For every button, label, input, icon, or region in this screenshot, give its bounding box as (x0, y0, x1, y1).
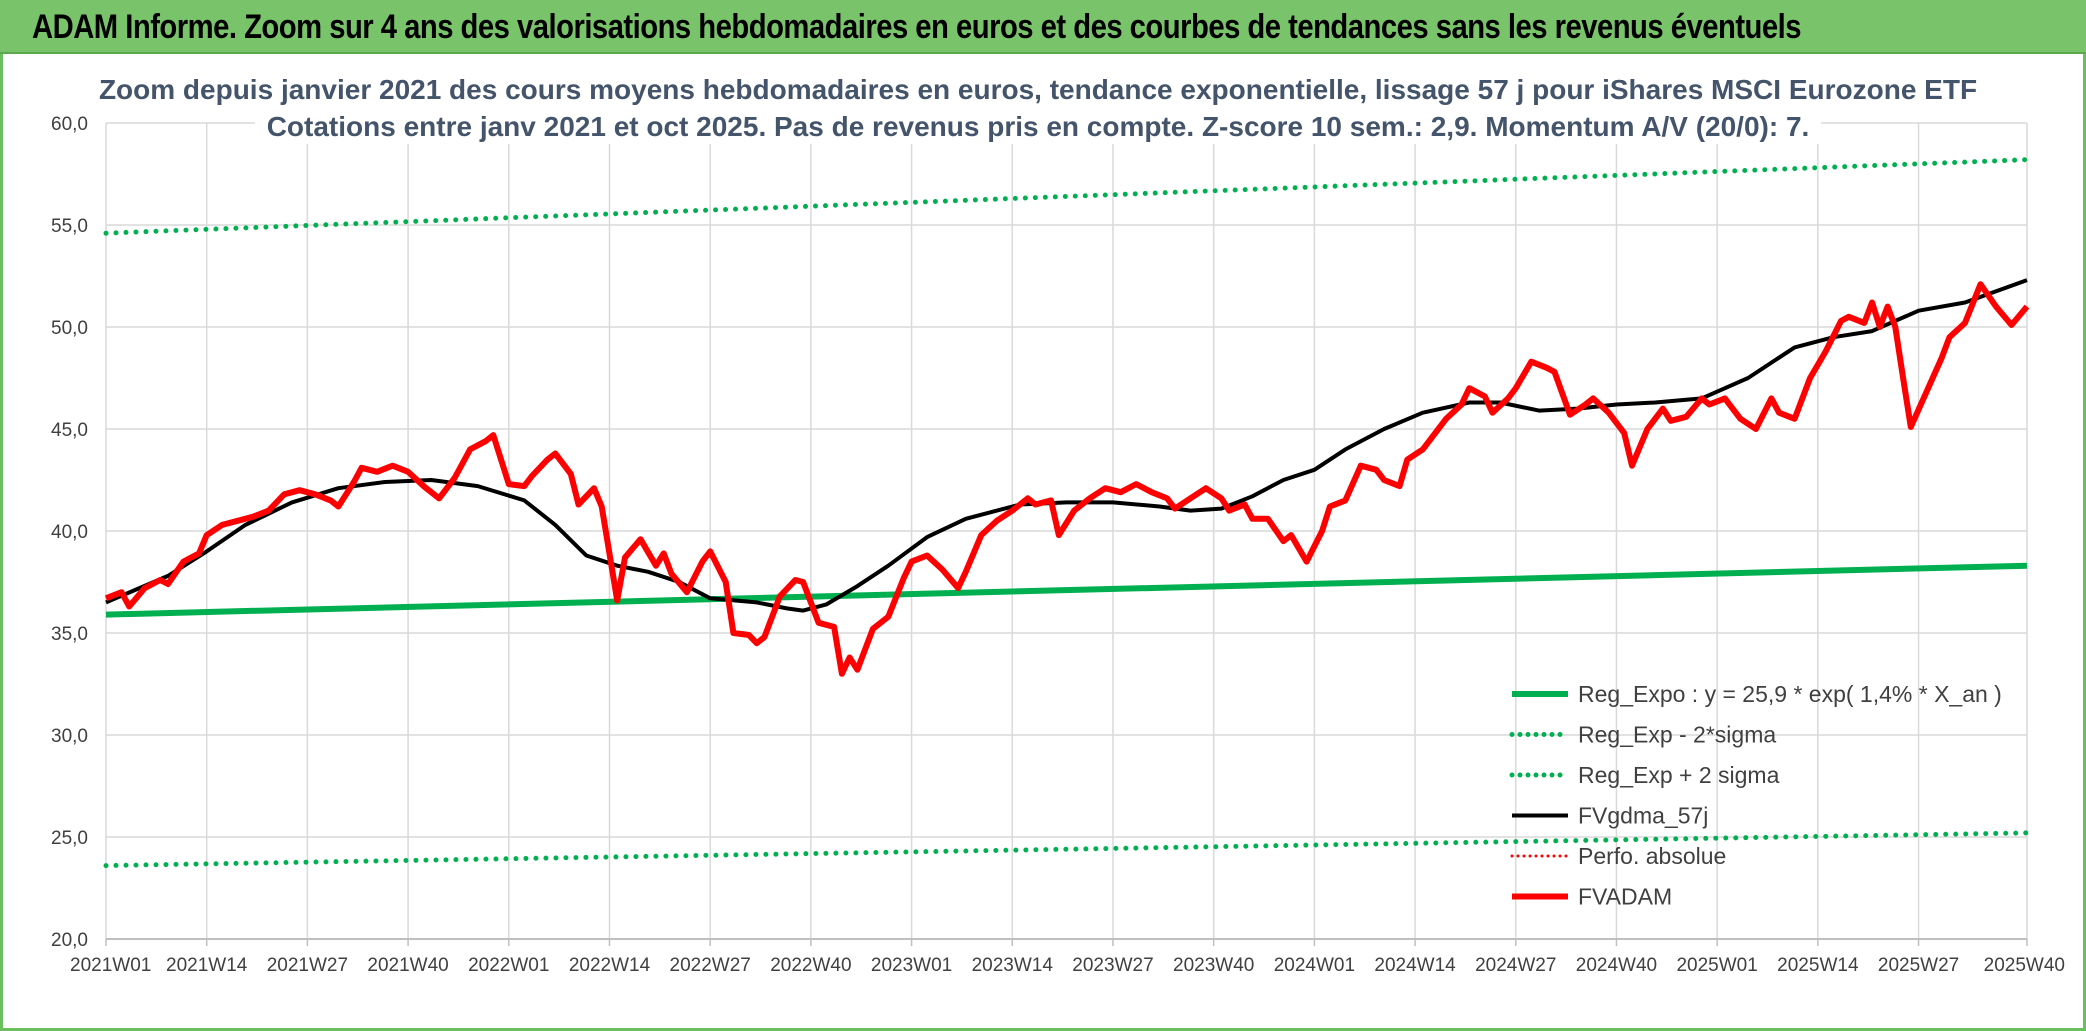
series-line-reg-exp-2-sigma (103, 830, 2030, 869)
x-tick-label: 2021W14 (166, 955, 248, 976)
legend-label: Reg_Exp - 2*sigma (1578, 722, 1776, 748)
x-tick-label: 2021W01 (70, 955, 151, 976)
legend: Reg_Expo : y = 25,9 * exp( 1,4% * X_an )… (1509, 681, 2002, 910)
chart-subtitle: Cotations entre janv 2021 et oct 2025. P… (267, 111, 1810, 142)
y-tick-label: 45,0 (51, 420, 88, 441)
banner: ADAM Informe. Zoom sur 4 ans des valoris… (0, 0, 2086, 54)
legend-label: FVADAM (1578, 884, 1672, 910)
x-tick-label: 2025W01 (1676, 955, 1757, 976)
line-chart: 20,0 25,0 30,0 35,0 40,0 45,0 50,0 55,0 60,0 202… (51, 66, 2065, 976)
x-tick-label: 2025W27 (1878, 955, 1959, 976)
series-line-reg-expo-y-25-9-exp-1-4-x-an (105, 562, 2028, 618)
series-line-fvgdma-57j (105, 278, 2028, 613)
x-tick-label: 2023W27 (1072, 955, 1153, 976)
series-line-fvadam (104, 281, 2030, 677)
x-tick-label: 2023W14 (972, 955, 1054, 976)
series-group (103, 157, 2030, 869)
x-tick-label: 2025W40 (1984, 955, 2065, 976)
legend-label: Reg_Expo : y = 25,9 * exp( 1,4% * X_an ) (1578, 681, 2002, 707)
chart-title: Zoom depuis janvier 2021 des cours moyen… (99, 74, 1977, 105)
x-tick-label: 2024W40 (1576, 955, 1657, 976)
x-tick-label: 2021W27 (267, 955, 348, 976)
title-backdrop (255, 66, 1821, 144)
legend-label: Perfo. absolue (1578, 843, 1726, 869)
x-tick-label: 2022W40 (770, 955, 851, 976)
y-tick-label: 55,0 (51, 216, 88, 237)
y-axis: 20,0 25,0 30,0 35,0 40,0 45,0 50,0 55,0 60,0 (51, 114, 88, 951)
gridlines (105, 122, 2028, 940)
y-tick-label: 40,0 (51, 522, 88, 543)
x-tick-label: 2022W27 (670, 955, 751, 976)
legend-label: Reg_Exp + 2 sigma (1578, 762, 1780, 788)
y-tick-label: 30,0 (51, 726, 88, 747)
y-tick-label: 35,0 (51, 624, 88, 645)
y-tick-label: 60,0 (51, 114, 88, 135)
x-tick-label: 2023W40 (1173, 955, 1254, 976)
x-axis: 2021W01 2021W14 2021W27 2021W40 2022W01 2022W… (70, 938, 2065, 976)
x-tick-label: 2022W14 (569, 955, 651, 976)
x-tick-label: 2024W14 (1374, 955, 1456, 976)
series-line-reg-exp-2-sigma (103, 157, 2030, 236)
x-tick-label: 2021W40 (367, 955, 448, 976)
legend-label: FVgdma_57j (1578, 803, 1708, 829)
x-tick-label: 2023W01 (871, 955, 952, 976)
x-tick-label: 2024W01 (1274, 955, 1355, 976)
x-tick-label: 2025W14 (1777, 955, 1859, 976)
y-tick-label: 50,0 (51, 318, 88, 339)
y-tick-label: 25,0 (51, 828, 88, 849)
banner-title: ADAM Informe. Zoom sur 4 ans des valoris… (32, 8, 1802, 46)
x-tick-label: 2024W27 (1475, 955, 1556, 976)
x-tick-label: 2022W01 (468, 955, 549, 976)
y-tick-label: 20,0 (51, 930, 88, 951)
